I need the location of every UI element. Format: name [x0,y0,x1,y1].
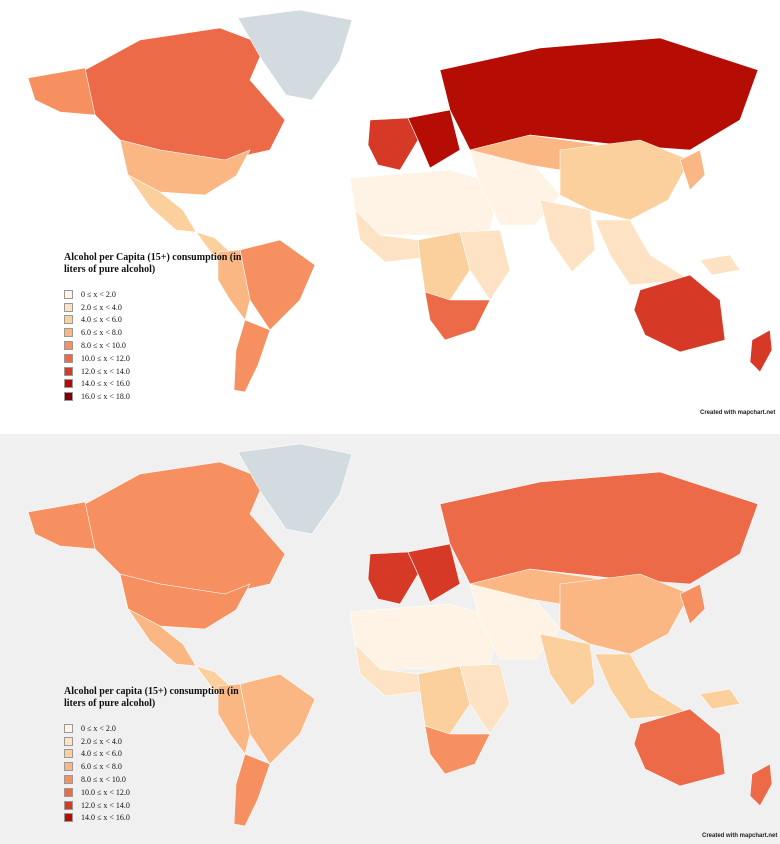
legend-item: 16.0 ≤ x < 18.0 [64,390,254,403]
legend-swatch [64,289,73,299]
region-india [539,633,596,707]
region-alaska [27,67,96,116]
region-new-zealand [749,329,773,373]
legend-label: 12.0 ≤ x < 14.0 [81,366,130,376]
legend-swatch [64,813,73,823]
legend-item: 10.0 ≤ x < 12.0 [64,352,254,365]
region-southeast-asia [594,653,691,720]
legend-item: 4.0 ≤ x < 6.0 [64,748,254,761]
legend-label: 6.0 ≤ x < 8.0 [81,762,122,772]
legend-label: 16.0 ≤ x < 18.0 [81,392,130,402]
world-map-top [27,9,773,393]
legend-swatch [64,366,73,376]
legend-label: 4.0 ≤ x < 6.0 [81,315,122,325]
map-credit: Created with mapchart.net [700,410,776,416]
legend-swatch [64,787,73,797]
legend-item: 2.0 ≤ x < 4.0 [64,735,254,748]
legend-item: 0 ≤ x < 2.0 [64,288,254,301]
legend-item: 2.0 ≤ x < 4.0 [64,301,254,314]
region-china [559,573,691,655]
legend-swatch [64,762,73,772]
legend-swatch [64,379,73,389]
legend-label: 2.0 ≤ x < 4.0 [81,302,122,312]
legend-items: 0 ≤ x < 2.0 2.0 ≤ x < 4.0 4.0 ≤ x < 6.0 6.0… [64,722,254,824]
legend-label: 10.0 ≤ x < 12.0 [81,787,130,797]
map-legend-bottom: Alcohol per capita (15+) consumption (in… [64,686,254,824]
map-legend-top: Alcohol per Capita (15+) consumption (in… [64,252,254,403]
region-china [559,139,691,221]
region-india [539,199,596,273]
region-japan [679,149,706,191]
legend-item: 14.0 ≤ x < 16.0 [64,812,254,825]
region-new-zealand [749,763,773,807]
map-panel-bottom: Alcohol per capita (15+) consumption (in… [0,434,780,844]
region-islands [699,688,741,710]
region-southern-africa [424,291,491,341]
legend-swatch [64,775,73,785]
region-australia [633,708,726,787]
legend-label: 8.0 ≤ x < 10.0 [81,775,126,785]
legend-title: Alcohol per Capita (15+) consumption (in… [64,252,242,275]
world-map-bottom [27,443,773,827]
region-australia [633,274,726,353]
region-russia [439,37,759,151]
region-alaska [27,501,96,550]
region-greenland [237,443,353,535]
legend-item: 12.0 ≤ x < 14.0 [64,365,254,378]
legend-label: 0 ≤ x < 2.0 [81,723,116,733]
region-western-europe [367,117,419,171]
legend-item: 6.0 ≤ x < 8.0 [64,326,254,339]
legend-item: 14.0 ≤ x < 16.0 [64,378,254,391]
legend-swatch [64,353,73,363]
legend-item: 6.0 ≤ x < 8.0 [64,760,254,773]
legend-item: 8.0 ≤ x < 10.0 [64,339,254,352]
region-southern-cone [233,753,271,827]
legend-item: 4.0 ≤ x < 6.0 [64,314,254,327]
legend-swatch [64,341,73,351]
legend-label: 12.0 ≤ x < 14.0 [81,800,130,810]
legend-item: 12.0 ≤ x < 14.0 [64,799,254,812]
map-credit: Created with mapchart.net [702,833,778,839]
legend-title: Alcohol per capita (15+) consumption (in… [64,686,239,709]
legend-label: 10.0 ≤ x < 12.0 [81,353,130,363]
legend-swatch [64,736,73,746]
legend-swatch [64,800,73,810]
region-islands [699,254,741,276]
legend-swatch [64,315,73,325]
legend-items: 0 ≤ x < 2.0 2.0 ≤ x < 4.0 4.0 ≤ x < 6.0 6.0… [64,288,254,403]
legend-item: 8.0 ≤ x < 10.0 [64,773,254,786]
region-southern-cone [233,319,271,393]
region-north-america [84,27,286,161]
region-central-africa [417,665,471,735]
legend-swatch [64,328,73,338]
legend-item: 0 ≤ x < 2.0 [64,722,254,735]
region-russia [439,471,759,585]
region-east-africa [459,229,511,301]
legend-swatch [64,723,73,733]
region-southern-africa [424,725,491,775]
legend-label: 2.0 ≤ x < 4.0 [81,736,122,746]
map-panel-top: Alcohol per Capita (15+) consumption (in… [27,9,776,416]
region-eastern-europe [407,543,461,603]
region-north-america [84,461,286,595]
region-eastern-europe [407,109,461,169]
region-north-africa [349,169,501,236]
region-greenland [237,9,353,101]
legend-label: 14.0 ≤ x < 16.0 [81,379,130,389]
region-southeast-asia [594,219,691,286]
legend-item: 10.0 ≤ x < 12.0 [64,786,254,799]
region-central-africa [417,231,471,301]
legend-swatch [64,392,73,402]
legend-label: 6.0 ≤ x < 8.0 [81,328,122,338]
region-north-africa [349,603,501,670]
legend-swatch [64,302,73,312]
legend-label: 4.0 ≤ x < 6.0 [81,749,122,759]
legend-label: 0 ≤ x < 2.0 [81,289,116,299]
region-east-africa [459,663,511,735]
legend-label: 8.0 ≤ x < 10.0 [81,341,126,351]
region-japan [679,583,706,625]
region-western-europe [367,551,419,605]
legend-swatch [64,749,73,759]
legend-label: 14.0 ≤ x < 16.0 [81,813,130,823]
